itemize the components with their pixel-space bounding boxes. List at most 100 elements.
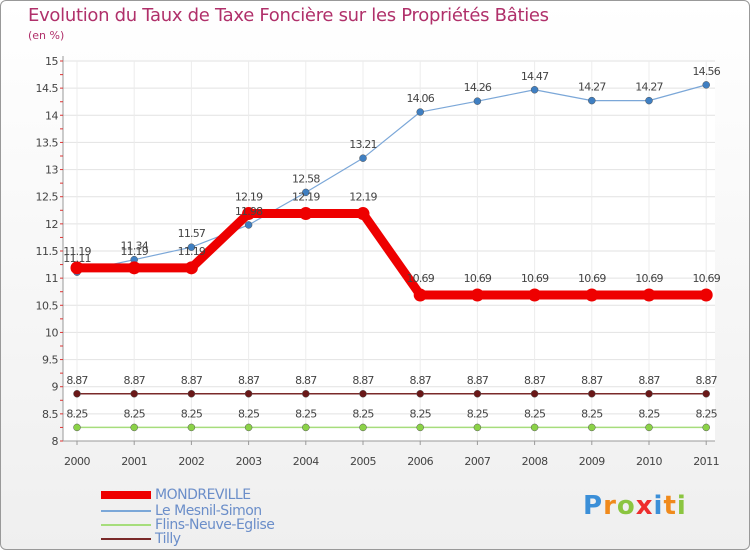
data-label-le-mesnil-simon: 11.98 — [235, 205, 263, 218]
data-label-mondreville: 12.19 — [349, 191, 377, 204]
data-label-tilly: 8.87 — [410, 374, 432, 387]
x-tick-label: 2008 — [522, 455, 548, 468]
legend-label-le-mesnil-simon: Le Mesnil-Simon — [155, 503, 262, 519]
data-label-flins-neuve-eglise: 8.25 — [467, 407, 489, 420]
chart-title: Evolution du Taux de Taxe Foncière sur l… — [28, 5, 549, 26]
data-point-mondreville — [470, 288, 484, 302]
data-label-tilly: 8.87 — [467, 374, 489, 387]
data-point-tilly — [645, 390, 653, 398]
legend-item-flins-neuve-eglise: Flins-Neuve-Eglise — [101, 517, 275, 533]
legend-swatch-le-mesnil-simon — [101, 510, 151, 512]
data-label-tilly: 8.87 — [238, 374, 260, 387]
data-point-mondreville — [413, 288, 427, 302]
data-label-mondreville: 10.69 — [578, 272, 606, 285]
logo-letter: t — [663, 491, 677, 521]
data-label-le-mesnil-simon: 14.56 — [692, 65, 720, 78]
data-label-mondreville: 10.69 — [635, 272, 663, 285]
legend-item-tilly: Tilly — [101, 531, 181, 547]
data-label-le-mesnil-simon: 11.34 — [120, 240, 148, 253]
y-tick-label: 8 — [52, 435, 59, 448]
data-point-le-mesnil-simon — [702, 81, 710, 89]
legend-item-mondreville: MONDREVILLE — [101, 487, 251, 503]
data-point-flins-neuve-eglise — [645, 423, 653, 432]
data-label-le-mesnil-simon: 13.21 — [349, 138, 377, 151]
y-tick-label: 14 — [45, 109, 58, 122]
y-tick-label: 12 — [45, 218, 58, 231]
x-tick-label: 2003 — [236, 455, 262, 468]
x-tick-label: 2004 — [293, 455, 319, 468]
logo-letter: i — [653, 491, 664, 521]
data-label-le-mesnil-simon: 14.47 — [521, 70, 549, 83]
data-label-mondreville: 11.19 — [63, 245, 91, 258]
data-point-tilly — [130, 390, 138, 398]
data-point-le-mesnil-simon — [187, 243, 196, 251]
y-tick-label: 13 — [45, 164, 58, 177]
data-point-tilly — [416, 390, 424, 398]
data-label-mondreville: 12.19 — [235, 191, 263, 204]
data-label-flins-neuve-eglise: 8.25 — [124, 407, 146, 420]
data-label-flins-neuve-eglise: 8.25 — [66, 407, 88, 420]
x-tick-label: 2007 — [464, 455, 490, 468]
data-point-le-mesnil-simon — [588, 96, 596, 105]
y-tick-label: 8.5 — [42, 408, 58, 421]
data-point-flins-neuve-eglise — [302, 423, 310, 432]
data-point-le-mesnil-simon — [302, 188, 310, 197]
data-label-tilly: 8.87 — [638, 374, 660, 387]
y-tick-label: 14.5 — [36, 82, 59, 95]
data-point-tilly — [73, 390, 81, 398]
data-point-flins-neuve-eglise — [588, 423, 596, 432]
line-chart: 8 8.5 9 9.5 10 10.5 11 11.5 12 12.5 13 13.5 14 14.5 15… — [36, 55, 722, 468]
data-label-le-mesnil-simon: 11.57 — [178, 227, 206, 240]
x-tick-label: 2010 — [636, 455, 662, 468]
data-label-le-mesnil-simon: 14.26 — [464, 81, 492, 94]
data-point-mondreville — [70, 261, 84, 275]
data-label-le-mesnil-simon: 12.58 — [292, 172, 320, 185]
data-label-tilly: 8.87 — [696, 374, 718, 387]
x-tick-label: 2006 — [407, 455, 433, 468]
data-label-le-mesnil-simon: 14.27 — [635, 81, 663, 94]
series-line-le-mesnil-simon — [76, 84, 707, 273]
data-label-mondreville: 11.19 — [178, 245, 206, 258]
y-tick-label: 10.5 — [36, 299, 59, 312]
legend-swatch-mondreville — [101, 491, 151, 499]
y-tick-label: 12.5 — [36, 191, 59, 204]
data-point-mondreville — [585, 288, 599, 302]
data-point-le-mesnil-simon — [645, 96, 653, 105]
data-label-le-mesnil-simon: 14.27 — [578, 81, 606, 94]
logo-letter: P — [583, 491, 604, 521]
chart-unit: (en %) — [28, 29, 65, 42]
data-label-flins-neuve-eglise: 8.25 — [638, 407, 660, 420]
x-tick-label: 2011 — [693, 455, 719, 468]
legend-swatch-flins-neuve-eglise — [101, 524, 151, 526]
data-point-flins-neuve-eglise — [702, 423, 710, 432]
proxiti-logo: Proxiti — [583, 491, 687, 521]
y-tick-label: 9.5 — [42, 354, 58, 367]
data-label-tilly: 8.87 — [581, 374, 603, 387]
data-point-tilly — [473, 390, 482, 398]
x-tick-label: 2000 — [64, 455, 90, 468]
data-label-tilly: 8.87 — [124, 374, 146, 387]
data-point-tilly — [187, 390, 196, 398]
data-point-flins-neuve-eglise — [473, 423, 482, 432]
data-point-flins-neuve-eglise — [359, 423, 367, 432]
logo-letter: i — [676, 491, 687, 521]
y-tick-label: 15 — [45, 55, 58, 68]
data-label-flins-neuve-eglise: 8.25 — [295, 407, 317, 420]
data-point-le-mesnil-simon — [244, 221, 253, 229]
legend-label-mondreville: MONDREVILLE — [155, 487, 251, 503]
data-label-mondreville: 10.69 — [464, 272, 492, 285]
logo-letter: o — [616, 491, 636, 521]
data-point-mondreville — [699, 288, 713, 302]
data-label-flins-neuve-eglise: 8.25 — [181, 407, 203, 420]
data-point-le-mesnil-simon — [416, 108, 424, 116]
legend-item-le-mesnil-simon: Le Mesnil-Simon — [101, 503, 262, 519]
data-point-le-mesnil-simon — [473, 97, 482, 105]
data-label-flins-neuve-eglise: 8.25 — [352, 407, 374, 420]
x-tick-label: 2001 — [121, 455, 147, 468]
data-point-flins-neuve-eglise — [244, 423, 253, 432]
data-label-le-mesnil-simon: 14.06 — [406, 92, 434, 105]
data-point-flins-neuve-eglise — [530, 423, 539, 432]
data-label-flins-neuve-eglise: 8.25 — [524, 407, 546, 420]
y-tick-label: 11 — [45, 272, 58, 285]
